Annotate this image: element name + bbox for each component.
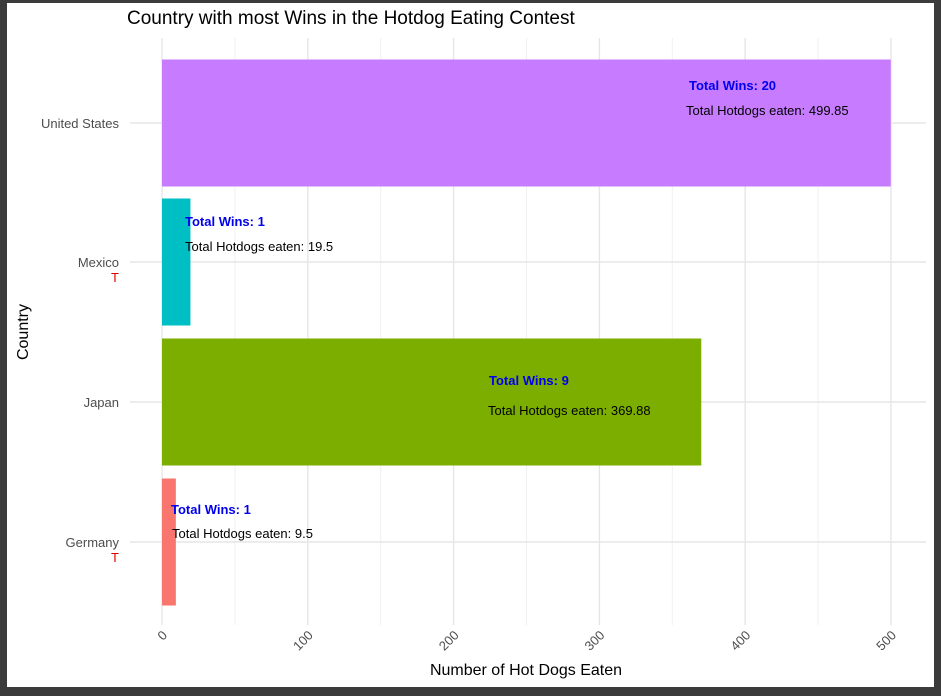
bar-japan: [162, 338, 702, 466]
hotdogs-label: Total Hotdogs eaten: 499.85: [686, 103, 849, 118]
y-tick-label: Japan: [84, 395, 119, 410]
bar-labels: Total Wins: 20 Total Hotdogs eaten: 499.8…: [171, 78, 849, 541]
wins-label: Total Wins: 20: [689, 78, 776, 93]
chart-title: Country with most Wins in the Hotdog Eat…: [127, 8, 575, 29]
y-axis-title: Country: [15, 304, 32, 360]
bar-united-states: [162, 59, 891, 187]
y-tick-marker: T: [111, 270, 119, 285]
bars: [162, 59, 891, 606]
y-tick-marker: T: [111, 550, 119, 565]
y-tick-label: United States: [41, 116, 120, 131]
bar-mexico: [162, 198, 191, 326]
hotdogs-label: Total Hotdogs eaten: 19.5: [185, 239, 333, 254]
y-tick-label: Mexico: [78, 255, 119, 270]
hotdogs-label: Total Hotdogs eaten: 369.88: [488, 403, 651, 418]
x-axis-title: Number of Hot Dogs Eaten: [430, 662, 622, 679]
y-tick-label: Germany: [66, 535, 120, 550]
wins-label: Total Wins: 1: [185, 214, 265, 229]
wins-label: Total Wins: 1: [171, 502, 251, 517]
wins-label: Total Wins: 9: [489, 373, 569, 388]
bar-germany: [162, 478, 176, 606]
hotdogs-label: Total Hotdogs eaten: 9.5: [172, 526, 313, 541]
